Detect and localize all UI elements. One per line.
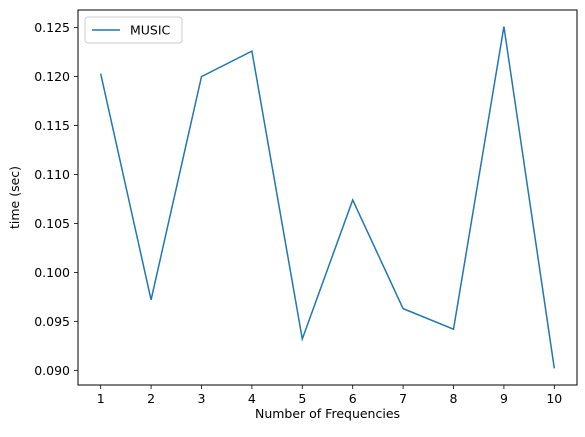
series-line-music <box>99 26 556 369</box>
y-tick-label: 0.125 <box>34 20 70 35</box>
x-tick-label: 8 <box>450 391 458 406</box>
y-tick-label: 0.110 <box>34 167 70 182</box>
plot-area-background <box>78 10 577 385</box>
series-layer <box>99 26 556 369</box>
y-tick-label: 0.115 <box>34 118 70 133</box>
x-tick-label: 7 <box>399 391 407 406</box>
x-tick-label: 2 <box>147 391 155 406</box>
y-axis-label: time (sec) <box>7 166 22 229</box>
legend-frame <box>84 16 183 44</box>
y-tick-label: 0.105 <box>34 216 70 231</box>
x-tick-label: 4 <box>248 391 256 406</box>
x-tick-label: 6 <box>349 391 357 406</box>
plot-frame <box>77 9 578 386</box>
y-tick-label: 0.120 <box>34 69 70 84</box>
x-axis-ticks: 1 2 3 4 5 6 7 8 9 10 <box>97 385 562 406</box>
legend-label-music: MUSIC <box>130 23 171 38</box>
x-tick-label: 5 <box>298 391 306 406</box>
y-axis-ticks: 0.090 0.095 0.100 0.105 0.110 0.115 0.120 0.125 <box>34 20 78 378</box>
y-tick-label: 0.090 <box>34 363 70 378</box>
x-axis-label: Number of Frequencies <box>255 406 400 421</box>
legend: MUSIC <box>84 16 183 44</box>
y-tick-label: 0.100 <box>34 265 70 280</box>
x-tick-label: 9 <box>500 391 508 406</box>
y-tick-label: 0.095 <box>34 314 70 329</box>
x-tick-label: 10 <box>546 391 562 406</box>
x-tick-label: 3 <box>198 391 206 406</box>
x-tick-label: 1 <box>97 391 105 406</box>
